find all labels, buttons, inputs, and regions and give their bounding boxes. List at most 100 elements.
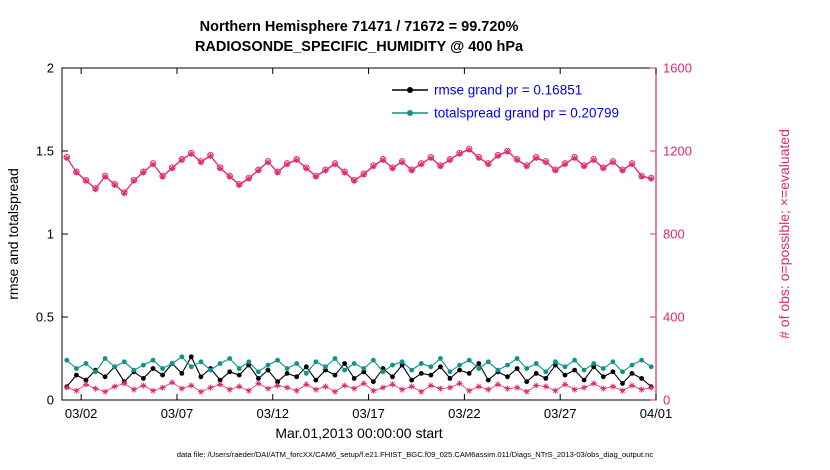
series-marker-rmse	[505, 374, 510, 380]
series-marker-obs_evaluated	[63, 146, 655, 197]
series-marker-totalspread	[428, 364, 434, 370]
series-marker-totalspread	[93, 369, 98, 375]
series-marker-totalspread	[150, 357, 156, 363]
right-y-axis-label: # of obs: o=possible; ×=evaluated	[776, 129, 792, 339]
series-marker-rmse	[303, 364, 309, 370]
x-tick-label: 03/27	[544, 406, 577, 421]
series-marker-rmse	[581, 377, 587, 383]
series-marker-totalspread	[505, 362, 510, 368]
x-tick-label: 03/12	[257, 406, 290, 421]
series-marker-totalspread	[198, 359, 204, 365]
series-marker-rmse	[591, 364, 597, 370]
legend-marker-rmse-icon	[407, 87, 413, 93]
series-marker-rmse	[610, 369, 616, 375]
series-marker-totalspread	[332, 356, 338, 361]
series-marker-rmse	[514, 366, 520, 371]
series-marker-totalspread	[466, 357, 472, 363]
series-marker-rmse	[275, 379, 280, 385]
series-marker-totalspread	[217, 361, 223, 366]
series-marker-obs_count_lower_band	[63, 379, 655, 395]
legend-label-totalspread: totalspread grand pr = 0.20799	[434, 106, 619, 121]
x-tick-label: 04/01	[640, 406, 673, 421]
right-tick-label: 0	[663, 393, 670, 408]
series-line-obs_count_lower_band	[66, 381, 652, 393]
series-marker-rmse	[620, 381, 625, 386]
legend-marker-totalspread-icon	[407, 110, 413, 116]
series-marker-totalspread	[581, 367, 587, 373]
x-tick-label: 03/22	[448, 406, 481, 421]
series-marker-totalspread	[179, 354, 185, 360]
series-marker-totalspread	[620, 369, 625, 375]
series-marker-totalspread	[227, 356, 233, 361]
series-marker-rmse	[476, 361, 482, 366]
series-marker-totalspread	[476, 366, 482, 371]
series-marker-rmse	[639, 376, 644, 381]
series-marker-totalspread	[562, 364, 568, 370]
series-marker-totalspread	[256, 369, 261, 375]
series-marker-rmse	[150, 366, 156, 371]
series-marker-totalspread	[648, 364, 654, 370]
series-marker-rmse	[179, 371, 185, 376]
series-marker-totalspread	[543, 369, 549, 375]
series-marker-rmse	[600, 374, 606, 380]
series-marker-totalspread	[485, 359, 491, 365]
series-marker-totalspread	[188, 364, 194, 370]
series-marker-totalspread	[83, 361, 89, 366]
series-marker-totalspread	[74, 366, 79, 371]
series-marker-rmse	[198, 374, 204, 380]
series-marker-rmse	[390, 374, 395, 380]
series-marker-totalspread	[246, 359, 252, 365]
series-marker-totalspread	[64, 357, 70, 363]
x-tick-label: 03/02	[65, 406, 98, 421]
series-marker-totalspread	[169, 361, 175, 366]
series-marker-totalspread	[524, 366, 530, 371]
series-marker-totalspread	[572, 357, 577, 363]
series-marker-totalspread	[121, 359, 127, 365]
series-marker-totalspread	[438, 356, 443, 361]
series-marker-totalspread	[533, 361, 539, 366]
series-marker-rmse	[629, 371, 635, 376]
series-marker-rmse	[256, 376, 261, 381]
series-marker-totalspread	[141, 362, 146, 368]
series-marker-totalspread	[418, 361, 424, 366]
series-marker-rmse	[399, 362, 405, 368]
series-marker-rmse	[102, 374, 108, 380]
series-marker-totalspread	[447, 369, 453, 375]
series-marker-rmse	[284, 371, 290, 376]
series-marker-totalspread	[399, 359, 405, 365]
series-marker-rmse	[188, 354, 194, 360]
series-marker-rmse	[160, 372, 166, 378]
series-marker-totalspread	[323, 364, 328, 370]
series-marker-totalspread	[294, 361, 300, 366]
series-marker-rmse	[294, 374, 300, 380]
left-tick-label: 1.5	[36, 144, 54, 159]
legend-label-rmse: rmse grand pr = 0.16851	[434, 83, 582, 98]
series-marker-totalspread	[591, 361, 597, 366]
series-marker-totalspread	[303, 371, 309, 376]
series-marker-totalspread	[514, 356, 520, 361]
series-marker-rmse	[553, 362, 558, 368]
series-line-obs_possible	[66, 148, 652, 194]
series-marker-totalspread	[380, 369, 386, 375]
series-marker-rmse	[533, 371, 539, 376]
series-marker-rmse	[227, 369, 233, 375]
series-marker-rmse	[466, 371, 472, 376]
series-marker-totalspread	[390, 362, 395, 368]
series-marker-totalspread	[131, 367, 137, 373]
right-tick-label: 400	[663, 310, 685, 325]
series-marker-totalspread	[284, 366, 290, 371]
series-marker-rmse	[543, 376, 549, 381]
right-tick-label: 1600	[663, 61, 692, 76]
left-y-axis-label: rmse and totalspread	[5, 168, 21, 300]
x-tick-label: 03/07	[161, 406, 194, 421]
legend: rmse grand pr = 0.16851 totalspread gran…	[392, 83, 619, 121]
series-marker-rmse	[438, 364, 443, 370]
series-marker-totalspread	[112, 364, 118, 370]
plot-title-line2: RADIOSONDE_SPECIFIC_HUMIDITY @ 400 hPa	[195, 39, 524, 55]
axes: 0 0.5 1 1.5 2 0 400 800 1200 1600 03/02 03/07 03/12 0…	[36, 61, 692, 422]
series-marker-rmse	[409, 377, 415, 383]
series-marker-totalspread	[208, 367, 213, 373]
series-marker-rmse	[351, 376, 357, 381]
series-marker-rmse	[236, 372, 242, 378]
